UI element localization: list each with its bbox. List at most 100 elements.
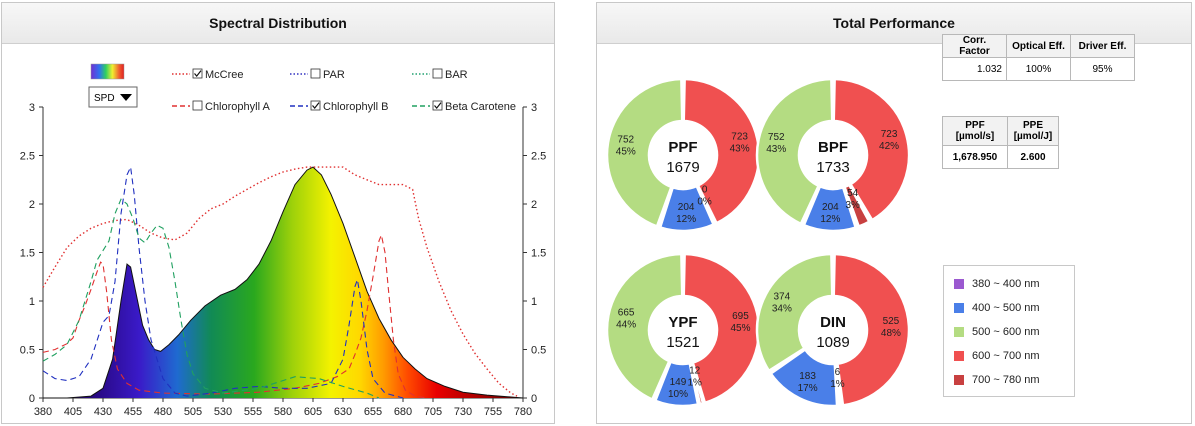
legend-label: Chlorophyll B: [323, 101, 388, 113]
checkbox[interactable]: [192, 68, 203, 79]
y-tick-label-right: 1.5: [531, 248, 546, 260]
spd-area: [43, 167, 523, 398]
segment-value-label: 54: [847, 188, 859, 199]
legend-item: 600 ~ 700 nm: [954, 344, 1064, 368]
total-performance-panel: Total Performance 723 43% 0 0% 204 12% 752 45% P…: [596, 2, 1192, 424]
segment-pct-label: 48%: [881, 328, 901, 339]
segment-pct-label: 17%: [798, 383, 818, 394]
legend-par[interactable]: PAR: [290, 68, 345, 81]
segment-value-label: 374: [774, 292, 791, 303]
legend-label: 500 ~ 600 nm: [972, 326, 1040, 338]
checkbox[interactable]: [432, 68, 443, 79]
segment-pct-label: 45%: [730, 323, 750, 334]
donut-segment: [802, 184, 858, 233]
y-tick-label-right: 3: [531, 102, 537, 114]
series-chlorophyll-a: [42, 233, 428, 399]
factors-header-optical: Optical Eff.: [1006, 34, 1071, 58]
donut-segment: [832, 252, 911, 407]
legend-swatch: [954, 327, 964, 337]
segment-pct-label: 3%: [845, 200, 860, 211]
segment-value-label: 723: [731, 131, 748, 142]
ppe-value: 2.600: [1007, 145, 1059, 169]
donut-name: BPF: [818, 139, 848, 156]
segment-value-label: 525: [883, 316, 900, 327]
factors-header-corr: Corr. Factor: [942, 34, 1007, 58]
legend-label: 400 ~ 500 nm: [972, 302, 1040, 314]
segment-pct-label: 12%: [676, 214, 696, 225]
y-tick-label-left: 2: [29, 199, 35, 211]
segment-pct-label: 34%: [772, 304, 792, 315]
spd-dropdown-value: SPD: [94, 93, 115, 104]
x-tick-label: 780: [514, 406, 532, 418]
check-icon: [194, 70, 202, 78]
optical-eff-value[interactable]: 100%: [1006, 57, 1071, 81]
check-icon: [434, 102, 442, 110]
segment-value-label: 183: [799, 371, 816, 382]
segment-value-label: 665: [618, 308, 635, 319]
segment-pct-label: 42%: [879, 141, 899, 152]
x-tick-label: 655: [364, 406, 382, 418]
donut-segment: [658, 184, 716, 233]
series-chlorophyll-b: [42, 165, 404, 399]
legend-bar[interactable]: BAR: [412, 68, 468, 81]
legend-label: 700 ~ 780 nm: [972, 374, 1040, 386]
donut-segment: [682, 77, 761, 225]
ppf-header: PPF [µmol/s]: [942, 116, 1008, 146]
donut-total: 1679: [666, 159, 699, 176]
x-tick-label: 580: [274, 406, 292, 418]
donut-segment: [755, 252, 834, 373]
segment-pct-label: 1%: [830, 379, 845, 390]
legend-item: 700 ~ 780 nm: [954, 368, 1064, 392]
segment-pct-label: 44%: [616, 320, 636, 331]
corr-factor-value[interactable]: 1.032: [942, 57, 1007, 81]
donut-segment: [769, 347, 839, 408]
x-tick-label: 705: [424, 406, 442, 418]
checkbox[interactable]: [310, 68, 321, 79]
x-tick-label: 680: [394, 406, 412, 418]
segment-pct-label: 12%: [820, 214, 840, 225]
x-tick-label: 755: [484, 406, 502, 418]
y-tick-label-right: 1: [531, 296, 537, 308]
series-mccree: [42, 166, 518, 397]
ppf-ppe-table: PPF [µmol/s] PPE [µmol/J] 1,678.950 2.60…: [942, 116, 1059, 169]
y-tick-label-left: 2.5: [20, 151, 35, 163]
donut-hole: [801, 123, 865, 187]
ppf-value: 1,678.950: [942, 145, 1008, 169]
spd-dropdown[interactable]: SPD: [88, 86, 138, 108]
legend-chlorophyll-a[interactable]: Chlorophyll A: [172, 100, 270, 113]
checkbox[interactable]: [432, 100, 443, 111]
checkbox[interactable]: [310, 100, 321, 111]
legend-label: 380 ~ 400 nm: [972, 278, 1040, 290]
factors-header-driver: Driver Eff.: [1070, 34, 1135, 58]
band-legend: 380 ~ 400 nm 400 ~ 500 nm 500 ~ 600 nm 6…: [943, 265, 1075, 397]
donut-segment: [653, 360, 700, 408]
legend-mccree[interactable]: McCree: [172, 68, 244, 81]
segment-value-label: 6: [835, 367, 841, 378]
check-icon: [312, 102, 320, 110]
donut-name: DIN: [820, 314, 846, 331]
y-tick-label-left: 0.5: [20, 345, 35, 357]
donut-segment: [605, 77, 684, 229]
driver-eff-value[interactable]: 95%: [1070, 57, 1135, 81]
legend-label: Chlorophyll A: [205, 101, 270, 113]
segment-value-label: 695: [732, 311, 749, 322]
checkbox[interactable]: [192, 100, 203, 111]
spd-panel-title: Spectral Distribution: [2, 3, 554, 44]
spectral-distribution-panel: Spectral Distribution: [1, 2, 555, 424]
x-tick-label: 505: [184, 406, 202, 418]
spectrum-icon: [90, 63, 125, 80]
x-tick-label: 605: [304, 406, 322, 418]
legend-item: 380 ~ 400 nm: [954, 272, 1064, 296]
donut-name: YPF: [668, 314, 697, 331]
legend-beta-carotene[interactable]: Beta Carotene: [412, 100, 516, 113]
y-tick-label-left: 1: [29, 296, 35, 308]
legend-chlorophyll-b[interactable]: Chlorophyll B: [290, 100, 388, 113]
x-tick-label: 530: [214, 406, 232, 418]
spd-chart: SPD McCree PAR BAR Chlorophyll A Chlorophyll…: [20, 63, 546, 418]
x-tick-label: 730: [454, 406, 472, 418]
segment-pct-label: 1%: [687, 378, 702, 389]
legend-label: PAR: [323, 69, 345, 81]
legend-item: 400 ~ 500 nm: [954, 296, 1064, 320]
